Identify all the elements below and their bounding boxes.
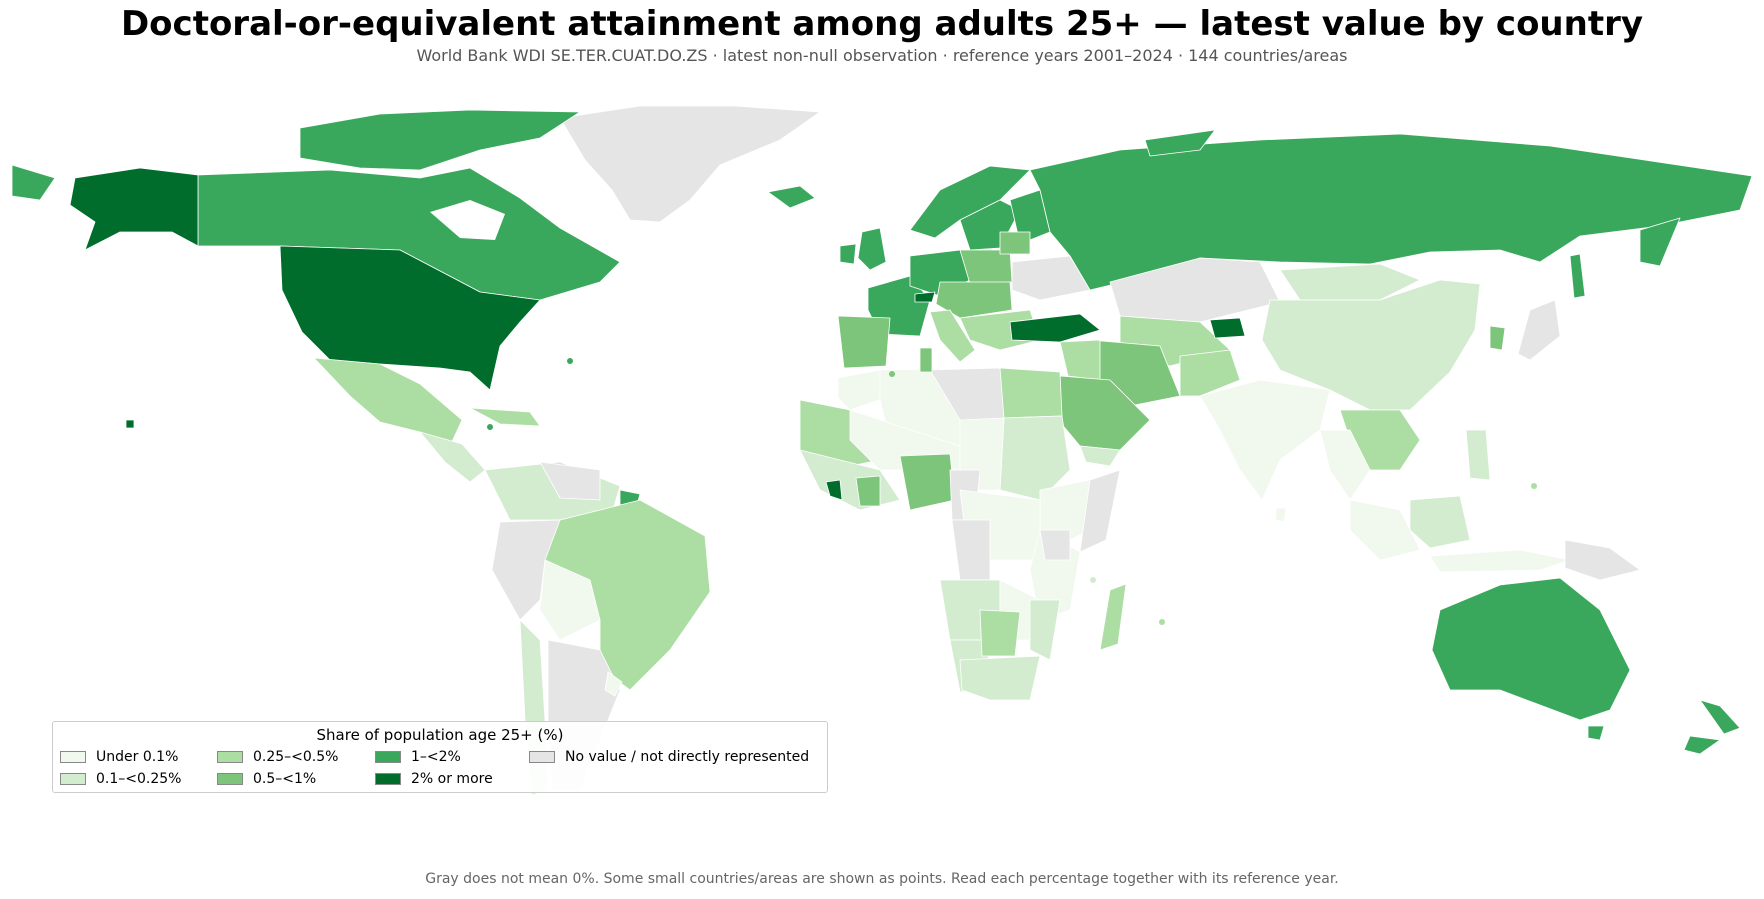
region-alaska — [69, 167, 199, 251]
legend-item-1-to-2: 1–<2% — [375, 749, 461, 767]
region-iberia — [837, 315, 891, 369]
region-turkey — [1009, 313, 1101, 343]
legend-swatch — [375, 751, 401, 763]
region-indonesia-east — [1429, 549, 1571, 573]
legend-swatch — [217, 773, 243, 785]
chart-title: Doctoral-or-equivalent attainment among … — [120, 4, 1644, 44]
region-uruguay — [604, 671, 623, 697]
region-mongolia — [1279, 263, 1421, 301]
region-korea — [1489, 325, 1506, 351]
region-borneo — [1409, 495, 1471, 549]
region-egypt — [999, 367, 1063, 419]
legend-item-no-value: No value / not directly represented — [529, 749, 809, 767]
region-switzerland — [914, 291, 936, 303]
chart-subtitle: World Bank WDI SE.TER.CUAT.DO.ZS · lates… — [416, 46, 1348, 65]
region-botswana — [979, 609, 1021, 657]
region-somalia — [1079, 469, 1121, 553]
region-new-zealand-south — [1683, 735, 1721, 755]
region-mozambique — [1029, 599, 1061, 661]
region-tunisia — [919, 347, 933, 373]
legend-item-0-1-to-0-25: 0.1–<0.25% — [60, 771, 181, 789]
region-central-europe — [935, 281, 1013, 319]
region-uk — [857, 227, 887, 271]
region-baltics — [999, 231, 1031, 255]
region-congo — [951, 519, 991, 581]
region-india — [1199, 379, 1331, 501]
legend-item-under-0-1: Under 0.1% — [60, 749, 178, 767]
region-kamchatka — [1639, 217, 1681, 267]
region-hawaii — [125, 419, 135, 429]
region-russia — [1029, 133, 1753, 291]
region-morocco — [837, 369, 891, 411]
legend-item-0-25-to-0-5: 0.25–<0.5% — [217, 749, 338, 767]
region-bolivia — [539, 559, 601, 641]
region-japan — [1517, 299, 1561, 361]
legend-item-2-or-more: 2% or more — [375, 771, 493, 789]
legend-swatch — [60, 751, 86, 763]
region-cuba — [469, 407, 541, 427]
region-greenland — [559, 105, 821, 223]
region-norway — [909, 165, 1031, 239]
region-alaska-west — [11, 164, 56, 201]
legend-item-0-5-to-1: 0.5–<1% — [217, 771, 316, 789]
region-usa — [279, 245, 541, 391]
region-indonesia-west — [1349, 499, 1421, 561]
region-china — [1261, 279, 1481, 411]
region-iraq-syria — [1059, 339, 1101, 381]
region-venezuela — [539, 461, 601, 501]
region-philippines — [1465, 429, 1491, 481]
region-nigeria — [899, 453, 956, 511]
region-mexico — [313, 357, 463, 447]
region-italy — [929, 309, 976, 363]
region-belarus-ukraine — [1011, 255, 1091, 301]
region-afghanistan — [1179, 349, 1241, 397]
region-ireland — [839, 243, 857, 265]
region-kenya — [1039, 529, 1071, 561]
region-canada-arctic — [299, 109, 581, 171]
legend-swatch — [217, 751, 243, 763]
legend-swatch — [375, 773, 401, 785]
region-south-africa — [959, 655, 1041, 701]
region-liberia — [825, 479, 843, 501]
small-territory-points — [487, 358, 1537, 625]
region-tajikistan — [1209, 317, 1246, 339]
region-novaya-zemlya — [1144, 129, 1216, 157]
region-peru — [491, 519, 561, 621]
region-new-zealand-north — [1699, 699, 1741, 735]
region-sakhalin — [1569, 253, 1586, 299]
region-iceland — [767, 185, 816, 209]
region-new-guinea — [1564, 539, 1641, 581]
region-ghana — [855, 475, 881, 507]
legend-title: Share of population age 25+ (%) — [316, 726, 564, 744]
legend-swatch — [60, 773, 86, 785]
chart-footnote: Gray does not mean 0%. Some small countr… — [425, 871, 1339, 887]
region-central-america — [419, 431, 486, 483]
region-myanmar-thailand — [1319, 429, 1371, 501]
region-sri-lanka — [1275, 507, 1287, 523]
region-yemen — [1079, 445, 1121, 467]
region-hudson-bay — [430, 200, 505, 240]
map-legend: Share of population age 25+ (%) Under 0.… — [52, 721, 828, 793]
region-tasmania — [1587, 725, 1605, 741]
region-madagascar — [1099, 583, 1127, 651]
legend-swatch — [529, 751, 555, 763]
region-australia — [1431, 577, 1631, 721]
